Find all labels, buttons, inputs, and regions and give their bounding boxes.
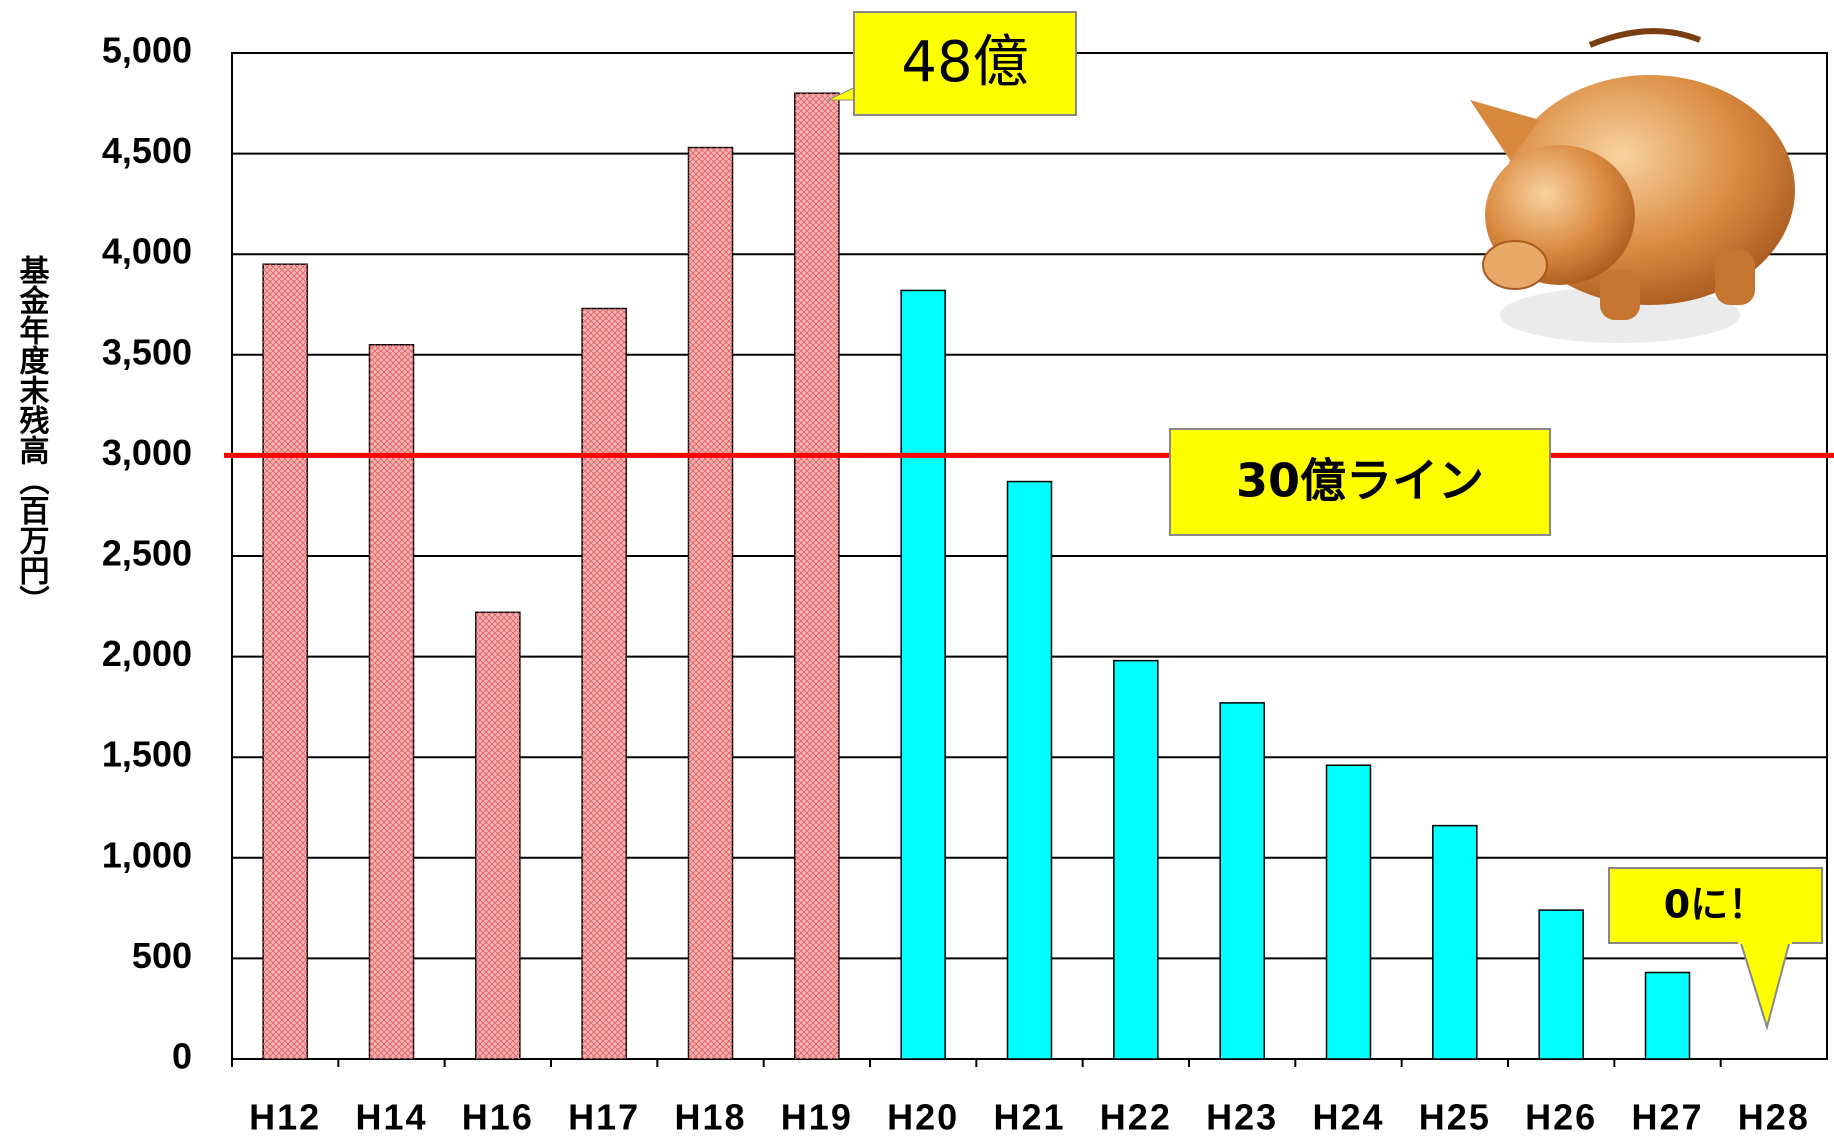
bar bbox=[1538, 909, 1584, 1060]
bar bbox=[1325, 764, 1372, 1060]
x-tick-label: H24 bbox=[1312, 1097, 1384, 1138]
y-tick-label: 0 bbox=[172, 1036, 192, 1077]
y-tick-label: 500 bbox=[132, 935, 192, 976]
bar bbox=[475, 611, 521, 1060]
x-tick-label: H21 bbox=[993, 1097, 1065, 1138]
callout-zero: 0に！ bbox=[1608, 867, 1823, 1031]
x-tick-label: H17 bbox=[568, 1097, 640, 1138]
y-tick-label: 4,000 bbox=[102, 231, 192, 272]
bar bbox=[1432, 824, 1478, 1060]
bar bbox=[1644, 971, 1691, 1060]
annotation: 0に！ bbox=[1664, 883, 1766, 927]
x-tick-label: H25 bbox=[1419, 1097, 1491, 1138]
x-tick-label: H27 bbox=[1631, 1097, 1703, 1138]
reference-label-box bbox=[1169, 428, 1551, 536]
bar bbox=[262, 263, 308, 1060]
x-tick-label: H12 bbox=[249, 1097, 321, 1138]
y-tick-label: 5,000 bbox=[102, 30, 192, 71]
x-tick-label: H20 bbox=[887, 1097, 959, 1138]
bar bbox=[794, 92, 840, 1060]
x-tick-label: H18 bbox=[674, 1097, 746, 1138]
x-tick-label: H16 bbox=[462, 1097, 534, 1138]
x-tick-label: H22 bbox=[1100, 1097, 1172, 1138]
callout-48: 48億 bbox=[827, 11, 1077, 116]
x-tick-label: H23 bbox=[1206, 1097, 1278, 1138]
bar bbox=[368, 343, 415, 1060]
bar bbox=[581, 307, 627, 1060]
piggy-bank-illustration bbox=[1470, 28, 1795, 343]
y-tick-label: 3,000 bbox=[102, 432, 192, 473]
bar bbox=[1219, 702, 1265, 1060]
x-tick-label: H28 bbox=[1738, 1097, 1810, 1138]
y-tick-label: 2,500 bbox=[102, 533, 192, 574]
y-tick-label: 3,500 bbox=[102, 331, 192, 372]
x-tick-label: H14 bbox=[355, 1097, 427, 1138]
reference-label: 30億ライン bbox=[1236, 454, 1484, 508]
bar bbox=[1113, 659, 1159, 1060]
bar bbox=[687, 146, 734, 1060]
x-tick-label: H19 bbox=[781, 1097, 853, 1138]
y-axis-label: 基金年度末残高（百万円） bbox=[14, 255, 51, 615]
y-tick-label: 4,500 bbox=[102, 130, 192, 171]
bar bbox=[900, 289, 946, 1060]
y-tick-label: 1,000 bbox=[102, 834, 192, 875]
annotation: 48億 bbox=[901, 30, 1028, 95]
bar bbox=[1006, 480, 1053, 1060]
y-tick-label: 2,000 bbox=[102, 633, 192, 674]
y-tick-label: 1,500 bbox=[102, 734, 192, 775]
x-tick-label: H26 bbox=[1525, 1097, 1597, 1138]
